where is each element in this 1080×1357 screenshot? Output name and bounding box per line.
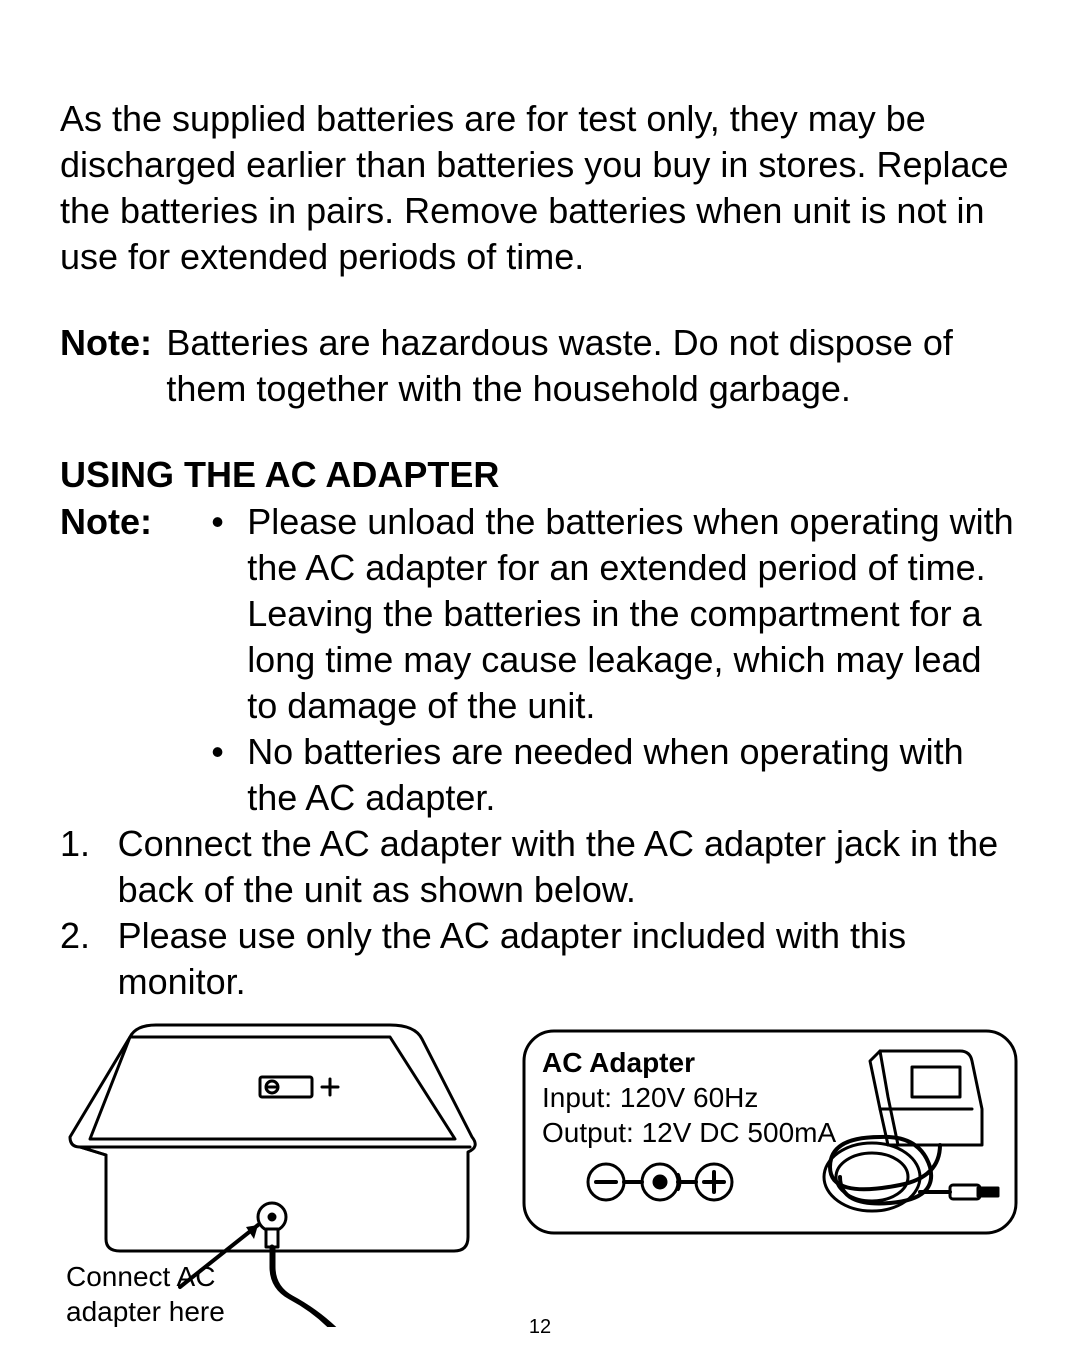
figure-device: Connect AC adapter here: [60, 1007, 490, 1327]
figure-device-caption: Connect AC adapter here: [66, 1259, 225, 1329]
note-label: Note:: [60, 499, 211, 729]
note-bullet-2: • No batteries are needed when operating…: [60, 729, 1020, 821]
step-text: Please use only the AC adapter included …: [118, 913, 1020, 1005]
note-body: Batteries are hazardous waste. Do not di…: [152, 320, 1020, 412]
manual-page: As the supplied batteries are for test o…: [0, 0, 1080, 1357]
adapter-input: Input: 120V 60Hz: [542, 1082, 758, 1113]
caption-line: Connect AC: [66, 1261, 215, 1292]
adapter-header: AC Adapter: [542, 1047, 695, 1078]
bullet-text: Please unload the batteries when operati…: [247, 499, 1020, 729]
step-1: 1. Connect the AC adapter with the AC ad…: [60, 821, 1020, 913]
intro-paragraph: As the supplied batteries are for test o…: [60, 96, 1020, 280]
note-hazardous-waste: Note: Batteries are hazardous waste. Do …: [60, 320, 1020, 412]
page-number: 12: [529, 1315, 551, 1341]
bullet-mark: •: [211, 499, 247, 729]
section-heading: USING THE AC ADAPTER: [60, 452, 1020, 498]
figures-row: Connect AC adapter here: [60, 1007, 1020, 1327]
adapter-output: Output: 12V DC 500mA: [542, 1117, 836, 1148]
step-text: Connect the AC adapter with the AC adapt…: [118, 821, 1020, 913]
step-number: 1.: [60, 821, 118, 913]
note-label: Note:: [60, 320, 152, 412]
figure-ac-adapter: AC Adapter Input: 120V 60Hz Output: 12V …: [520, 1027, 1020, 1237]
adapter-spec-text: AC Adapter Input: 120V 60Hz Output: 12V …: [542, 1045, 836, 1150]
step-2: 2. Please use only the AC adapter includ…: [60, 913, 1020, 1005]
bullet-mark: •: [211, 729, 247, 821]
bullet-text: No batteries are needed when operating w…: [247, 729, 1020, 821]
note-bullet-1: Note: • Please unload the batteries when…: [60, 499, 1020, 729]
caption-line: adapter here: [66, 1296, 225, 1327]
step-number: 2.: [60, 913, 118, 1005]
